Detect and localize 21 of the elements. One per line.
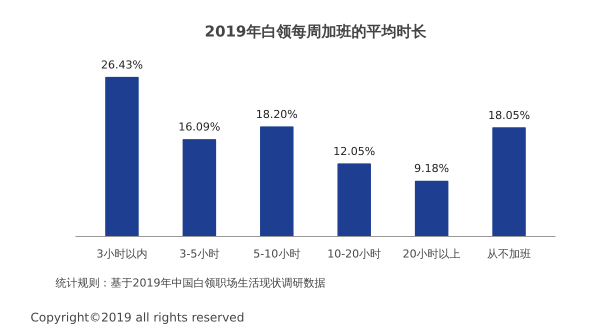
bar [337,163,371,236]
bar [105,76,139,236]
data-label: 9.18% [414,162,450,176]
data-label: 12.05% [333,144,376,158]
chart-title: 2019年白领每周加班的平均时长 [204,22,428,40]
x-tick-label: 5-10小时 [253,248,300,260]
data-label: 26.43% [100,58,143,72]
bar [260,126,294,236]
data-label: 18.20% [256,108,298,121]
text: Copyright©2019 all rights reserved [30,310,244,324]
data-label: 16.09% [178,120,220,134]
text: 统计规则：基于2019年中国白领职场生活现状调研数据 [56,276,326,290]
x-tick-label: 3-5小时 [179,248,220,260]
x-tick-label: 3小时以内 [96,248,148,260]
bar [414,180,448,236]
bar [182,139,216,236]
x-tick-label: 10-20小时 [327,248,382,260]
data-label: 18.05% [488,108,530,122]
x-tick-label: 从不加班 [487,248,532,260]
bar [492,127,526,236]
x-tick-label: 20小时以上 [402,248,461,260]
